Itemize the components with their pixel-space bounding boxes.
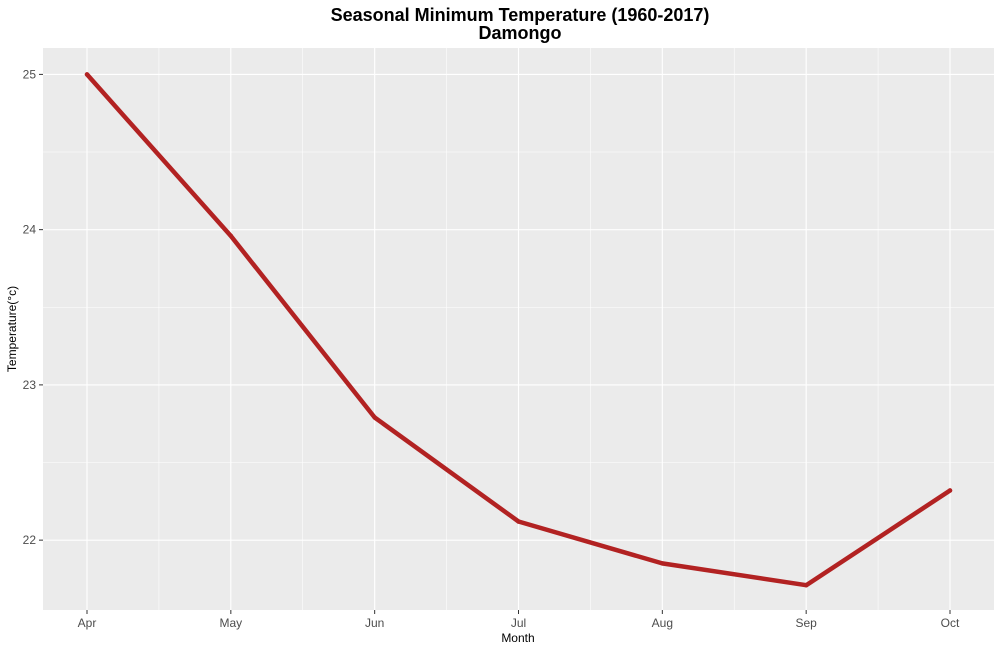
- x-tick-label: Oct: [941, 616, 960, 630]
- data-point: [803, 582, 809, 588]
- x-axis-title: Month: [501, 631, 534, 645]
- data-point: [84, 72, 90, 77]
- data-point: [660, 561, 665, 566]
- x-tick-label: Sep: [795, 616, 817, 630]
- x-axis-ticks: Apr May Jun Jul Aug Sep Oct: [78, 610, 960, 630]
- x-tick-label: May: [219, 616, 242, 630]
- data-point: [947, 488, 953, 493]
- x-tick-label: Jul: [511, 616, 526, 630]
- data-point: [228, 233, 234, 239]
- data-points: [84, 72, 953, 588]
- y-tick-label: 23: [23, 378, 37, 392]
- data-point: [516, 519, 521, 524]
- x-tick-label: Jun: [365, 616, 384, 630]
- y-tick-label: 22: [23, 533, 37, 547]
- chart-title: Seasonal Minimum Temperature (1960-2017): [331, 5, 710, 25]
- y-axis-ticks: 22 23 24 25: [23, 67, 43, 547]
- chart-subtitle: Damongo: [479, 23, 562, 43]
- x-tick-label: Apr: [78, 616, 97, 630]
- y-tick-label: 24: [23, 223, 37, 237]
- y-axis-title: Temperature(°c): [5, 286, 19, 372]
- data-point: [372, 415, 377, 420]
- major-gridlines: [43, 48, 994, 610]
- y-tick-label: 25: [23, 67, 37, 81]
- x-tick-label: Aug: [652, 616, 673, 630]
